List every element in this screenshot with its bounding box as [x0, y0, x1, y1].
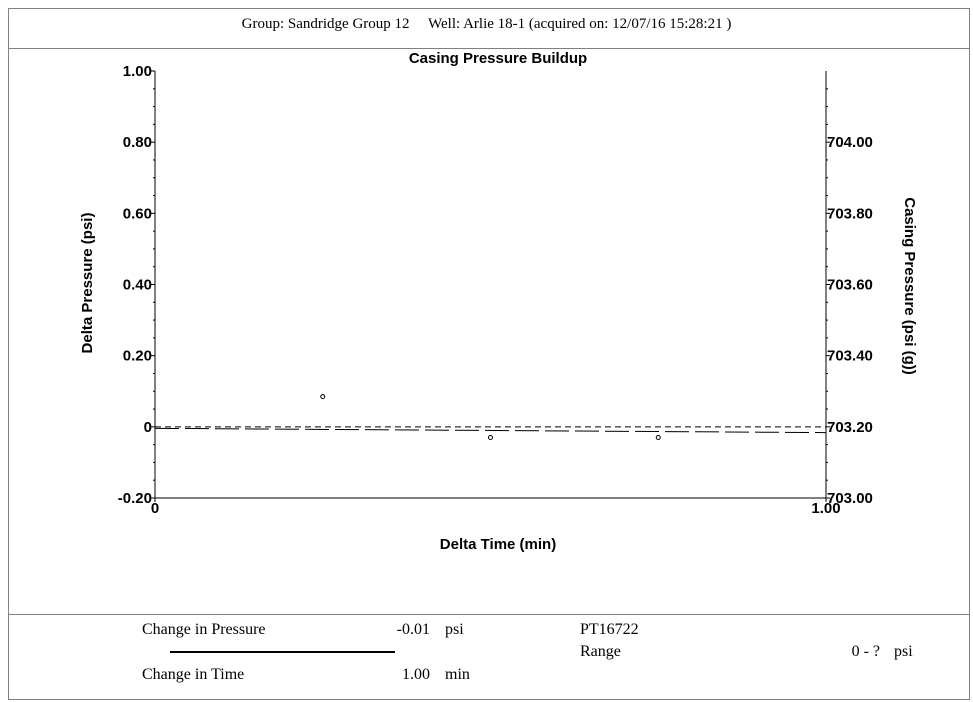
group-label: Group: Sandridge Group 12	[241, 16, 410, 32]
long-dash-series-line	[154, 427, 827, 434]
range-value: 0 - ?	[851, 643, 880, 660]
y-tick-label: 0.20	[123, 348, 152, 365]
y-tick-label: 0.80	[123, 134, 152, 151]
summary-divider	[170, 651, 395, 653]
y2-tick-label: 704.00	[827, 134, 873, 151]
footer-divider	[9, 614, 969, 615]
range-label: Range	[580, 643, 621, 660]
y2-tick-label: 703.60	[827, 277, 873, 294]
y2-tick-label: 703.80	[827, 205, 873, 222]
x-tick-label: 1.00	[811, 500, 840, 517]
y-tick-label: -0.20	[118, 490, 152, 507]
y2-tick-label: 703.40	[827, 348, 873, 365]
pressure-change-value: -0.01	[396, 621, 430, 638]
y-tick-label: 0	[144, 419, 152, 436]
y2-tick-label: 703.20	[827, 419, 873, 436]
y-tick-label: 1.00	[123, 63, 152, 80]
time-change-unit: min	[445, 666, 470, 683]
well-label: Well: Arlie 18-1 (acquired on: 12/07/16 …	[428, 16, 732, 32]
series-group	[154, 394, 827, 441]
time-change-value: 1.00	[402, 666, 430, 683]
y2-tick-label: 703.00	[827, 490, 873, 507]
pressure-change-unit: psi	[445, 621, 464, 638]
report-header: Group: Sandridge Group 12 Well: Arlie 18…	[0, 16, 973, 33]
x-tick-label: 0	[151, 500, 159, 517]
pressure-change-label: Change in Pressure	[142, 621, 266, 638]
range-unit: psi	[894, 643, 913, 660]
data-point	[320, 394, 326, 400]
sensor-id: PT16722	[580, 621, 639, 638]
y2-axis-label: Casing Pressure (psi (g))	[901, 197, 918, 375]
y-axis-label: Delta Pressure (psi)	[79, 213, 96, 354]
y-tick-label: 0.40	[123, 277, 152, 294]
report-frame	[8, 8, 970, 700]
data-point	[488, 435, 493, 441]
time-change-label: Change in Time	[142, 666, 245, 683]
y-tick-label: 0.60	[123, 205, 152, 222]
header-divider	[9, 48, 969, 49]
x-tick-group: 0 1.00	[151, 498, 841, 517]
right-tick-group: 703.00 703.20 703.40 703.60 703.80 704.00	[826, 88, 873, 507]
left-tick-group: -0.20 0 0.20 0.40 0.60 0.80 1.00	[118, 63, 155, 507]
chart-title: Casing Pressure Buildup	[409, 50, 587, 67]
x-axis-label: Delta Time (min)	[440, 536, 556, 553]
data-point	[655, 435, 661, 441]
